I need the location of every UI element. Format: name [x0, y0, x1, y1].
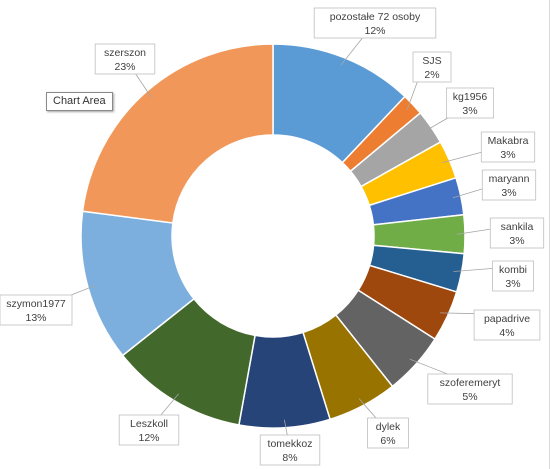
data-label-name: kg1956: [453, 91, 488, 103]
leader-line: [406, 79, 419, 111]
data-label-box: [427, 373, 513, 405]
data-label-box: [313, 7, 437, 39]
data-label-name: tomekkoz: [268, 438, 313, 450]
data-label-name: Leszkoll: [130, 418, 168, 430]
data-label-percent: 8%: [282, 452, 297, 464]
data-label-box: [94, 43, 156, 75]
slice-szerszon[interactable]: [81, 43, 274, 224]
data-label-box: [481, 169, 537, 201]
data-label-percent: 12%: [138, 432, 159, 444]
data-label-box: [118, 414, 180, 446]
data-label-name: sankila: [501, 221, 534, 233]
data-label-name: szoferemeryt: [440, 377, 501, 389]
data-label-name: pozostałe 72 osoby: [330, 11, 421, 23]
chart-area-tooltip: Chart Area: [46, 92, 113, 111]
data-label-name: dylek: [376, 421, 401, 433]
data-label-name: kombi: [499, 264, 527, 276]
leader-line: [409, 358, 451, 376]
data-label-box: [367, 417, 409, 449]
data-label-percent: 3%: [500, 149, 515, 161]
data-label-name: papadrive: [484, 313, 530, 325]
data-label-box: [480, 131, 536, 163]
data-label-name: szerszon: [104, 47, 146, 59]
data-label-box: [259, 434, 321, 466]
data-label-box: [412, 51, 452, 83]
data-label-percent: 4%: [499, 327, 514, 339]
data-label-percent: 23%: [114, 61, 135, 73]
data-label-percent: 12%: [364, 25, 385, 37]
data-label-name: Makabra: [488, 135, 529, 147]
data-label-box: [0, 294, 73, 326]
donut-slices: [80, 43, 466, 429]
data-label-percent: 3%: [505, 278, 520, 290]
data-label-name: szymon1977: [6, 298, 66, 310]
data-label-percent: 13%: [25, 312, 46, 324]
data-label-percent: 6%: [380, 435, 395, 447]
data-label-percent: 3%: [501, 187, 516, 199]
data-label-percent: 2%: [424, 69, 439, 81]
data-label-name: SJS: [422, 55, 441, 67]
leader-line: [453, 267, 499, 272]
data-label-percent: 3%: [462, 105, 477, 117]
data-labels: pozostałe 72 osoby 12% SJS 2% kg1956 3% Makabr…: [0, 7, 545, 466]
data-label-percent: 3%: [509, 235, 524, 247]
leader-line: [358, 398, 377, 419]
data-label-box: [492, 260, 534, 292]
data-label-name: maryann: [489, 173, 530, 185]
data-label-box: [489, 217, 545, 249]
data-label-box: [445, 87, 494, 119]
data-label-box: [473, 309, 541, 341]
data-label-percent: 5%: [462, 391, 477, 403]
